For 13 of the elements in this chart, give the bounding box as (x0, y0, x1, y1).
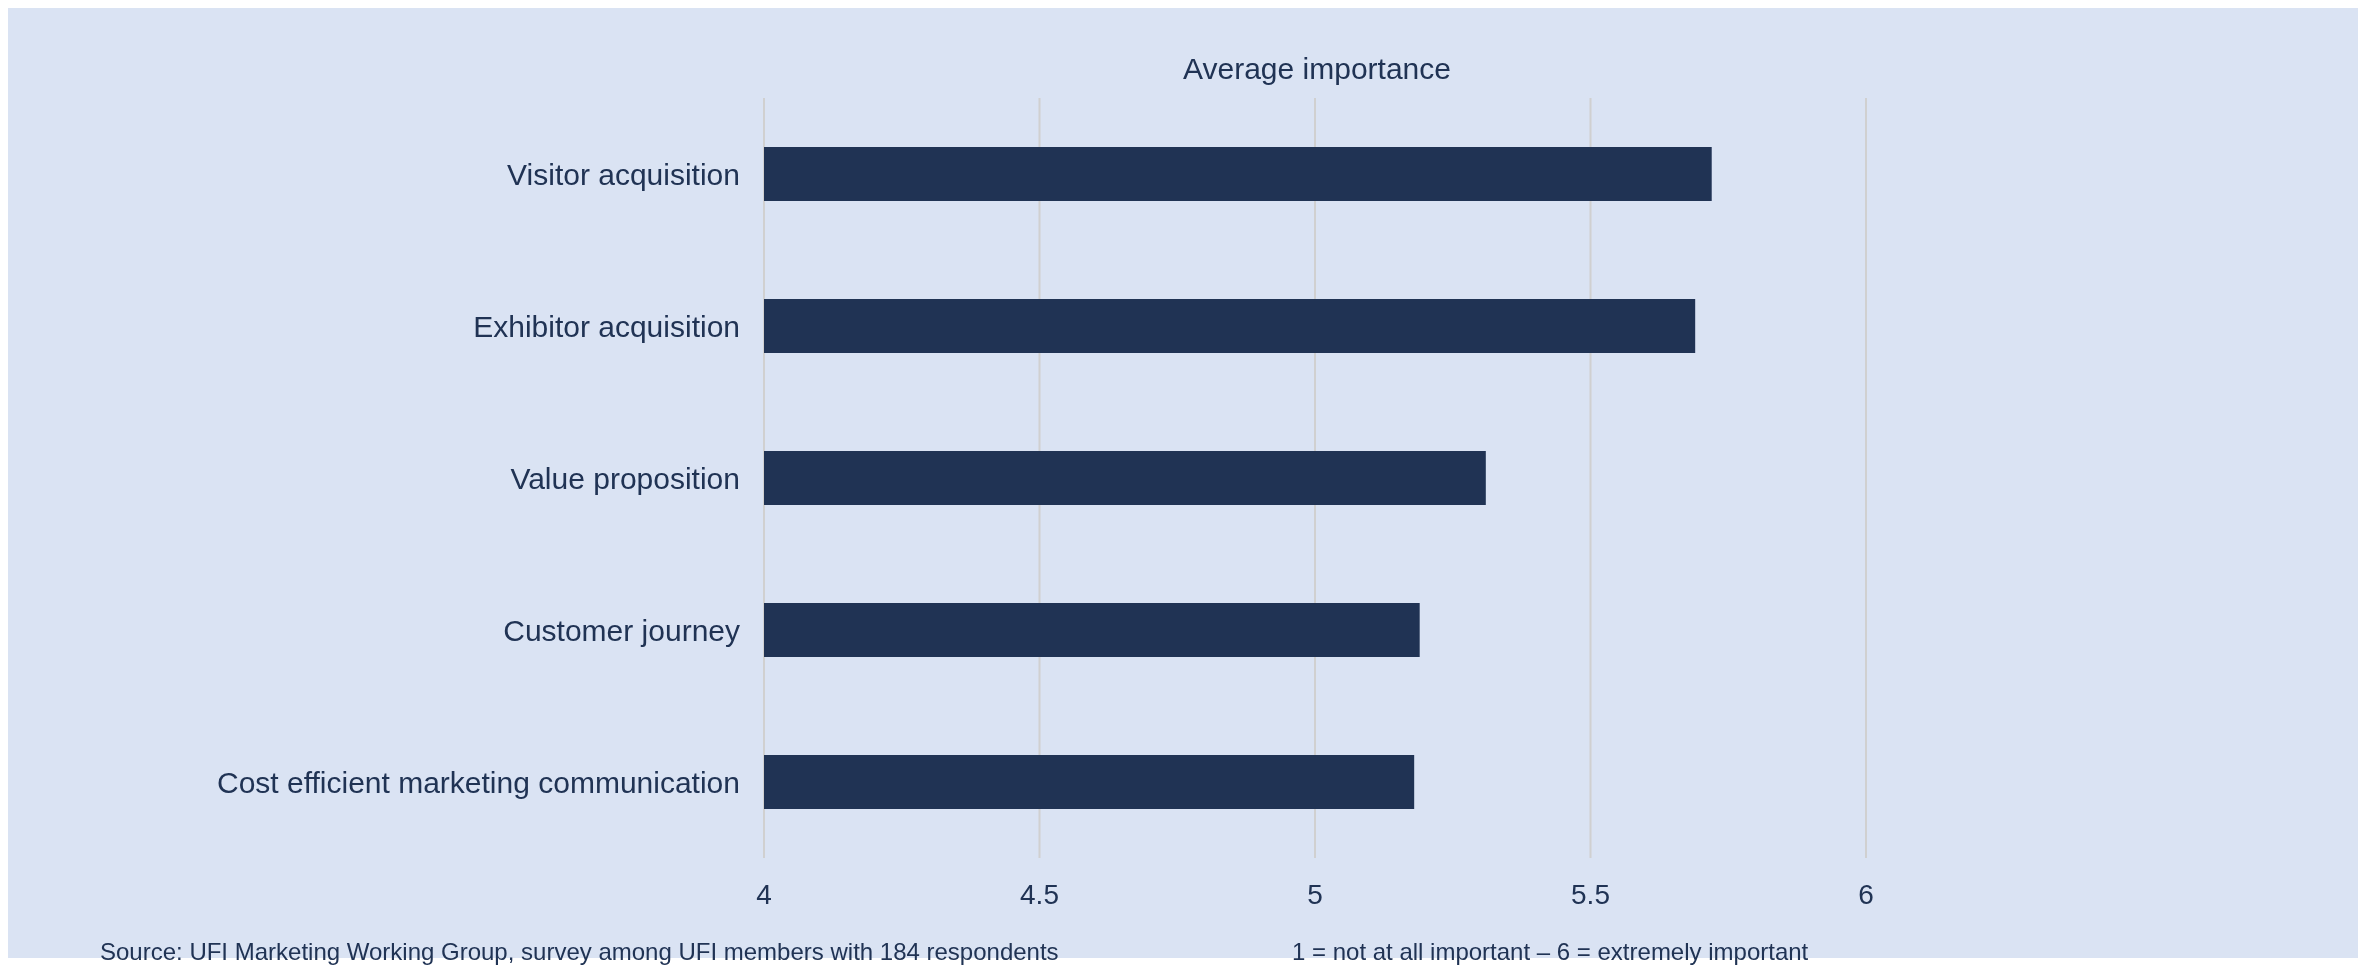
y-tick-label: Visitor acquisition (507, 157, 740, 191)
y-tick-label: Customer journey (503, 613, 740, 647)
y-tick-label: Cost efficient marketing communication (216, 765, 740, 799)
y-tick-label: Exhibitor acquisition (473, 309, 740, 343)
chart-title: Average importance (1182, 52, 1452, 86)
y-tick-label: Value proposition (510, 461, 740, 495)
x-tick-label: 5 (1307, 878, 1323, 910)
x-tick-label: 4.5 (1020, 878, 1059, 910)
x-tick-label: 6 (1858, 878, 1874, 910)
x-tick-label: 5.5 (1571, 878, 1610, 910)
text: 1 = not at all important – 6 = extremely important (1292, 938, 1809, 966)
x-tick-label: 4 (756, 878, 772, 910)
source-note: Source: UFI Marketing Working Group, survey among UFI members with 184 respondents (100, 938, 1059, 966)
